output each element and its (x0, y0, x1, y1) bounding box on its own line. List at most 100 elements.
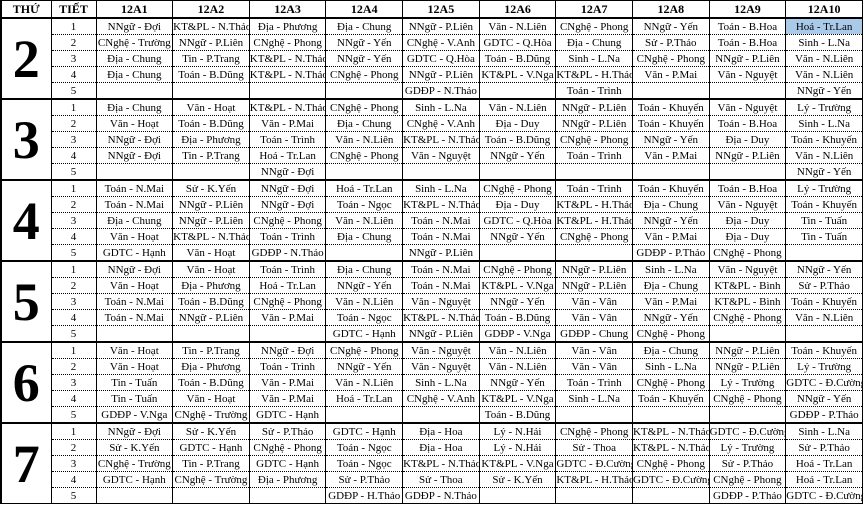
timetable-cell[interactable] (631, 82, 710, 99)
timetable-cell[interactable]: Văn - N.Liên (325, 374, 404, 391)
timetable-cell[interactable]: Sinh - L.Na (402, 98, 480, 116)
timetable-cell[interactable]: CNghệ - Phong (478, 260, 557, 278)
timetable-cell[interactable]: KT&PL - V.Nga (478, 66, 557, 83)
timetable-cell[interactable]: Văn - P.Mai (631, 293, 710, 310)
timetable-cell[interactable]: Địa - Chung (95, 66, 174, 83)
timetable-cell[interactable]: GDTC - Q.Hòa (478, 34, 557, 51)
timetable-cell[interactable]: GDTC - Đ.Cường (785, 374, 863, 391)
timetable-cell[interactable]: CNghệ - Phong (478, 179, 557, 197)
timetable-cell[interactable]: Lý - N.Hải (478, 422, 557, 440)
timetable-cell[interactable]: Văn - Vân (555, 341, 633, 359)
timetable-cell[interactable]: CNghệ - Phong (325, 341, 404, 359)
timetable-cell[interactable]: Văn - N.Liên (325, 293, 404, 310)
timetable-cell[interactable]: NNgữ - Yến (631, 309, 710, 326)
timetable-cell[interactable]: GDĐP - P.Thảo (708, 487, 787, 504)
timetable-cell[interactable]: NNgữ - Yến (631, 131, 710, 148)
timetable-cell[interactable]: KT&PL - N.Thảo (172, 228, 250, 245)
timetable-cell[interactable]: GDTC - Đ.Cường (631, 471, 710, 488)
timetable-cell[interactable]: Văn - N.Liên (785, 50, 863, 67)
timetable-cell[interactable]: NNgữ - P.Liên (172, 309, 250, 326)
timetable-cell[interactable]: NNgữ - Yến (631, 212, 710, 229)
timetable-cell[interactable]: Sử - Thoa (555, 439, 633, 456)
timetable-cell[interactable]: Địa - Hoa (402, 439, 480, 456)
timetable-cell[interactable]: Văn - Nguyệt (708, 196, 787, 213)
timetable-cell[interactable]: Địa - Chung (95, 50, 174, 67)
timetable-cell[interactable]: GDĐP - Chung (555, 325, 633, 342)
timetable-cell[interactable] (708, 163, 787, 180)
timetable-cell[interactable]: NNgữ - P.Liên (555, 98, 633, 116)
timetable-cell[interactable] (248, 487, 327, 504)
timetable-cell[interactable]: Toán - B.Dũng (172, 115, 250, 132)
timetable-cell[interactable]: NNgữ - Yến (478, 147, 557, 164)
timetable-cell[interactable]: GDTC - Hạnh (248, 406, 327, 423)
timetable-cell[interactable]: Toán - Khuyến (631, 98, 710, 116)
timetable-cell[interactable]: NNgữ - Yến (325, 277, 404, 294)
timetable-cell[interactable]: CNghệ - Phong (248, 293, 327, 310)
timetable-cell[interactable]: NNgữ - Đợi (95, 260, 174, 278)
timetable-cell[interactable]: Toán - Trình (555, 82, 633, 99)
timetable-cell[interactable]: Toán - Khuyến (785, 293, 863, 310)
timetable-cell[interactable]: Hoá - Tr.Lan (325, 179, 404, 197)
timetable-cell[interactable] (325, 406, 404, 423)
timetable-cell[interactable]: GDTC - Hạnh (325, 422, 404, 440)
timetable-cell[interactable]: KT&PL - N.Thảo (248, 66, 327, 83)
timetable-cell[interactable]: NNgữ - Yến (325, 50, 404, 67)
timetable-cell[interactable]: GDTC - Đ.Cường (785, 487, 863, 504)
timetable-cell[interactable] (555, 163, 633, 180)
timetable-cell[interactable]: GDTC - Hạnh (248, 455, 327, 472)
timetable-cell[interactable]: KT&PL - N.Thảo (172, 17, 250, 35)
timetable-cell[interactable]: Toán - N.Mai (402, 212, 480, 229)
timetable-cell[interactable]: Sinh - L.Na (785, 115, 863, 132)
timetable-cell[interactable] (172, 325, 250, 342)
timetable-cell[interactable]: Toán - B.Dũng (172, 293, 250, 310)
timetable-cell[interactable]: NNgữ - P.Liên (402, 325, 480, 342)
timetable-cell[interactable]: GDĐP - N.Thảo (402, 82, 480, 99)
timetable-cell[interactable]: KT&PL - H.Thảo (555, 471, 633, 488)
timetable-cell[interactable]: Tin - Tuấn (95, 390, 174, 407)
timetable-cell[interactable] (478, 487, 557, 504)
timetable-cell[interactable]: NNgữ - P.Liên (402, 17, 480, 35)
highlighted-cell[interactable]: Hoá - Tr.Lan (785, 17, 863, 35)
timetable-cell[interactable]: NNgữ - Yến (478, 293, 557, 310)
timetable-cell[interactable]: NNgữ - P.Liên (708, 358, 787, 375)
timetable-cell[interactable] (785, 325, 863, 342)
timetable-cell[interactable]: CNghệ - Phong (631, 455, 710, 472)
timetable-cell[interactable]: Văn - Hoạt (172, 98, 250, 116)
timetable-cell[interactable]: Văn - Nguyệt (402, 358, 480, 375)
timetable-cell[interactable]: Toán - Trình (248, 228, 327, 245)
timetable-cell[interactable]: Văn - N.Liên (325, 212, 404, 229)
timetable-cell[interactable]: Toán - Khuyến (785, 131, 863, 148)
timetable-cell[interactable]: CNghệ - Phong (325, 98, 404, 116)
timetable-cell[interactable]: GDTC - Hạnh (325, 325, 404, 342)
timetable-cell[interactable]: NNgữ - P.Liên (555, 260, 633, 278)
timetable-cell[interactable]: Toán - N.Mai (95, 179, 174, 197)
timetable-cell[interactable]: Toán - N.Mai (95, 293, 174, 310)
timetable-cell[interactable]: Toán - Khuyến (631, 390, 710, 407)
timetable-cell[interactable]: Toán - B.Dũng (172, 66, 250, 83)
timetable-cell[interactable]: Toán - B.Dũng (478, 406, 557, 423)
timetable-cell[interactable]: CNghệ - Phong (631, 325, 710, 342)
timetable-cell[interactable] (172, 163, 250, 180)
timetable-cell[interactable]: KT&PL - Bình (708, 293, 787, 310)
timetable-cell[interactable]: GDĐP - N.Thảo (248, 244, 327, 261)
timetable-cell[interactable]: KT&PL - H.Thảo (555, 196, 633, 213)
timetable-cell[interactable]: KT&PL - N.Thảo (402, 309, 480, 326)
timetable-cell[interactable] (248, 82, 327, 99)
timetable-cell[interactable]: GDĐP - N.Thảo (402, 487, 480, 504)
timetable-cell[interactable]: Toán - B.Hoa (708, 34, 787, 51)
timetable-cell[interactable]: Toán - N.Mai (95, 309, 174, 326)
timetable-cell[interactable]: Văn - Nguyệt (708, 66, 787, 83)
timetable-cell[interactable]: Toán - Ngọc (325, 439, 404, 456)
timetable-cell[interactable]: CNghệ - Phong (555, 228, 633, 245)
timetable-cell[interactable]: Địa - Phương (172, 277, 250, 294)
timetable-cell[interactable]: NNgữ - P.Liên (708, 147, 787, 164)
timetable-cell[interactable]: GDĐP - H.Thảo (325, 487, 404, 504)
timetable-cell[interactable]: NNgữ - P.Liên (708, 341, 787, 359)
timetable-cell[interactable]: Địa - Duy (708, 131, 787, 148)
timetable-cell[interactable]: Toán - Trình (555, 374, 633, 391)
timetable-cell[interactable]: Văn - Nguyệt (402, 293, 480, 310)
timetable-cell[interactable]: Văn - Hoạt (172, 260, 250, 278)
timetable-cell[interactable]: Hoá - Tr.Lan (248, 277, 327, 294)
timetable-cell[interactable]: NNgữ - P.Liên (402, 244, 480, 261)
timetable-cell[interactable]: CNghệ - Phong (708, 244, 787, 261)
